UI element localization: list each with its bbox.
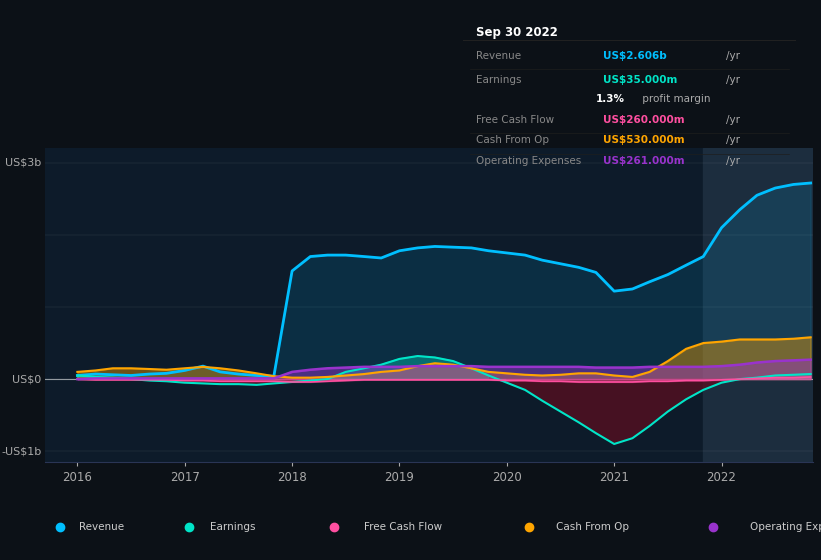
Text: /yr: /yr: [726, 156, 740, 166]
Text: Operating Expenses: Operating Expenses: [750, 522, 821, 532]
Text: US$530.000m: US$530.000m: [603, 136, 685, 146]
Text: US$260.000m: US$260.000m: [603, 115, 685, 125]
Text: Free Cash Flow: Free Cash Flow: [365, 522, 443, 532]
Text: /yr: /yr: [726, 136, 740, 146]
Bar: [704, 148, 813, 462]
Text: Revenue: Revenue: [476, 51, 521, 61]
Text: US$3b: US$3b: [5, 158, 41, 168]
Text: /yr: /yr: [726, 75, 740, 85]
Text: Cash From Op: Cash From Op: [556, 522, 629, 532]
Text: /yr: /yr: [726, 115, 740, 125]
Text: Earnings: Earnings: [476, 75, 522, 85]
Text: 1.3%: 1.3%: [596, 94, 625, 104]
Text: US$0: US$0: [12, 374, 41, 384]
Text: -US$1b: -US$1b: [1, 446, 41, 456]
Text: US$35.000m: US$35.000m: [603, 75, 677, 85]
Text: Earnings: Earnings: [210, 522, 255, 532]
Text: Operating Expenses: Operating Expenses: [476, 156, 581, 166]
Text: US$261.000m: US$261.000m: [603, 156, 685, 166]
Text: US$2.606b: US$2.606b: [603, 51, 667, 61]
Text: Revenue: Revenue: [79, 522, 124, 532]
Text: Sep 30 2022: Sep 30 2022: [476, 26, 558, 39]
Text: Free Cash Flow: Free Cash Flow: [476, 115, 554, 125]
Text: /yr: /yr: [726, 51, 740, 61]
Text: Cash From Op: Cash From Op: [476, 136, 549, 146]
Text: profit margin: profit margin: [640, 94, 711, 104]
